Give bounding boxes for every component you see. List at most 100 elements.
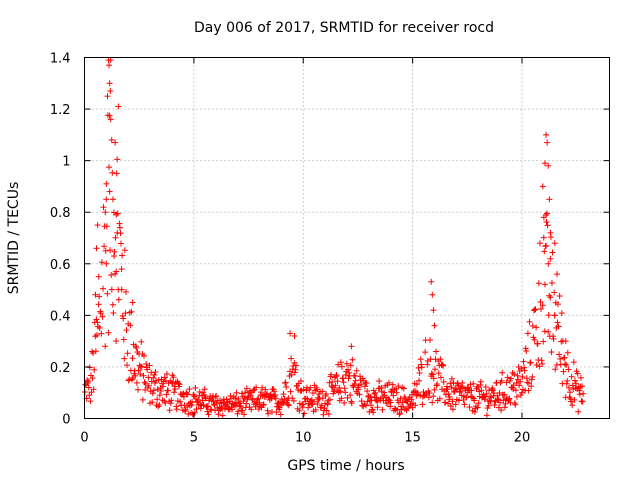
- data-point: [560, 368, 567, 375]
- data-point: [505, 396, 512, 403]
- data-point: [106, 112, 113, 119]
- data-point: [529, 322, 536, 329]
- data-point: [428, 278, 435, 285]
- data-point: [399, 399, 406, 406]
- data-point: [348, 398, 355, 405]
- data-point: [197, 405, 204, 412]
- data-point: [343, 360, 350, 367]
- data-point: [512, 401, 519, 408]
- data-point: [565, 366, 572, 373]
- data-point: [325, 411, 332, 418]
- data-point: [283, 384, 290, 391]
- data-point: [93, 245, 100, 252]
- x-tick-label: 20: [514, 431, 531, 446]
- data-point: [106, 62, 112, 69]
- data-point: [547, 294, 554, 301]
- data-point: [445, 391, 452, 398]
- data-point: [562, 338, 569, 345]
- data-point: [334, 378, 341, 385]
- data-point: [196, 388, 203, 395]
- data-point: [247, 392, 254, 399]
- data-point: [186, 386, 193, 393]
- data-point: [109, 301, 116, 308]
- data-point: [323, 391, 330, 398]
- x-tick-label: 5: [190, 431, 198, 446]
- data-point: [387, 399, 394, 406]
- data-point: [386, 379, 392, 386]
- data-point: [549, 249, 556, 256]
- data-point: [180, 393, 187, 400]
- data-point: [165, 387, 172, 394]
- data-point: [128, 308, 135, 315]
- data-point: [207, 406, 214, 413]
- data-point: [98, 259, 105, 266]
- data-point: [243, 385, 250, 392]
- data-point: [510, 386, 517, 393]
- data-point: [486, 397, 493, 404]
- data-point: [459, 379, 466, 386]
- data-point: [477, 382, 484, 389]
- data-point: [318, 402, 325, 409]
- data-point: [563, 362, 570, 369]
- data-point: [477, 378, 484, 385]
- data-point: [418, 364, 425, 371]
- data-point: [235, 396, 242, 403]
- data-point: [262, 386, 269, 393]
- data-point: [395, 383, 402, 390]
- data-point: [525, 387, 532, 394]
- data-point: [456, 388, 463, 395]
- data-point: [452, 385, 459, 392]
- data-point: [485, 402, 492, 409]
- data-point: [447, 380, 454, 387]
- data-point: [324, 401, 331, 408]
- data-point: [163, 391, 170, 398]
- data-point: [191, 409, 198, 416]
- data-point: [138, 338, 145, 345]
- data-point: [253, 384, 260, 391]
- data-point: [538, 357, 545, 364]
- data-point: [319, 388, 326, 395]
- data-point: [111, 253, 118, 260]
- data-point: [123, 327, 130, 334]
- data-point: [444, 386, 451, 393]
- data-point: [236, 403, 243, 410]
- data-point: [389, 381, 396, 388]
- data-point: [304, 396, 311, 403]
- data-point: [86, 364, 93, 371]
- data-point: [113, 211, 120, 218]
- data-point: [527, 359, 534, 366]
- data-point: [400, 385, 407, 392]
- data-point: [168, 397, 175, 404]
- data-point: [502, 400, 509, 407]
- data-point: [166, 407, 173, 414]
- data-point: [108, 136, 115, 143]
- data-point: [453, 386, 460, 393]
- data-point: [173, 406, 180, 413]
- data-point: [134, 386, 141, 393]
- data-point: [92, 348, 99, 355]
- data-point: [333, 371, 340, 378]
- data-point: [539, 183, 546, 190]
- y-tick-label: 0.2: [50, 361, 71, 376]
- data-point: [248, 406, 255, 413]
- data-point: [419, 401, 426, 408]
- data-point: [526, 318, 533, 325]
- data-point: [118, 266, 125, 273]
- data-point: [497, 399, 504, 406]
- data-point: [96, 324, 103, 331]
- data-point: [466, 404, 473, 411]
- data-point: [348, 343, 355, 350]
- data-point: [498, 377, 505, 384]
- data-point: [107, 88, 114, 95]
- data-point: [99, 285, 106, 292]
- data-point: [232, 395, 239, 402]
- data-point: [199, 397, 206, 404]
- data-point: [291, 332, 298, 339]
- data-point: [311, 398, 318, 405]
- y-tick-label: 0.4: [50, 309, 71, 324]
- data-point: [153, 377, 160, 384]
- data-point: [184, 403, 191, 410]
- data-point: [482, 384, 489, 391]
- data-point: [346, 369, 353, 376]
